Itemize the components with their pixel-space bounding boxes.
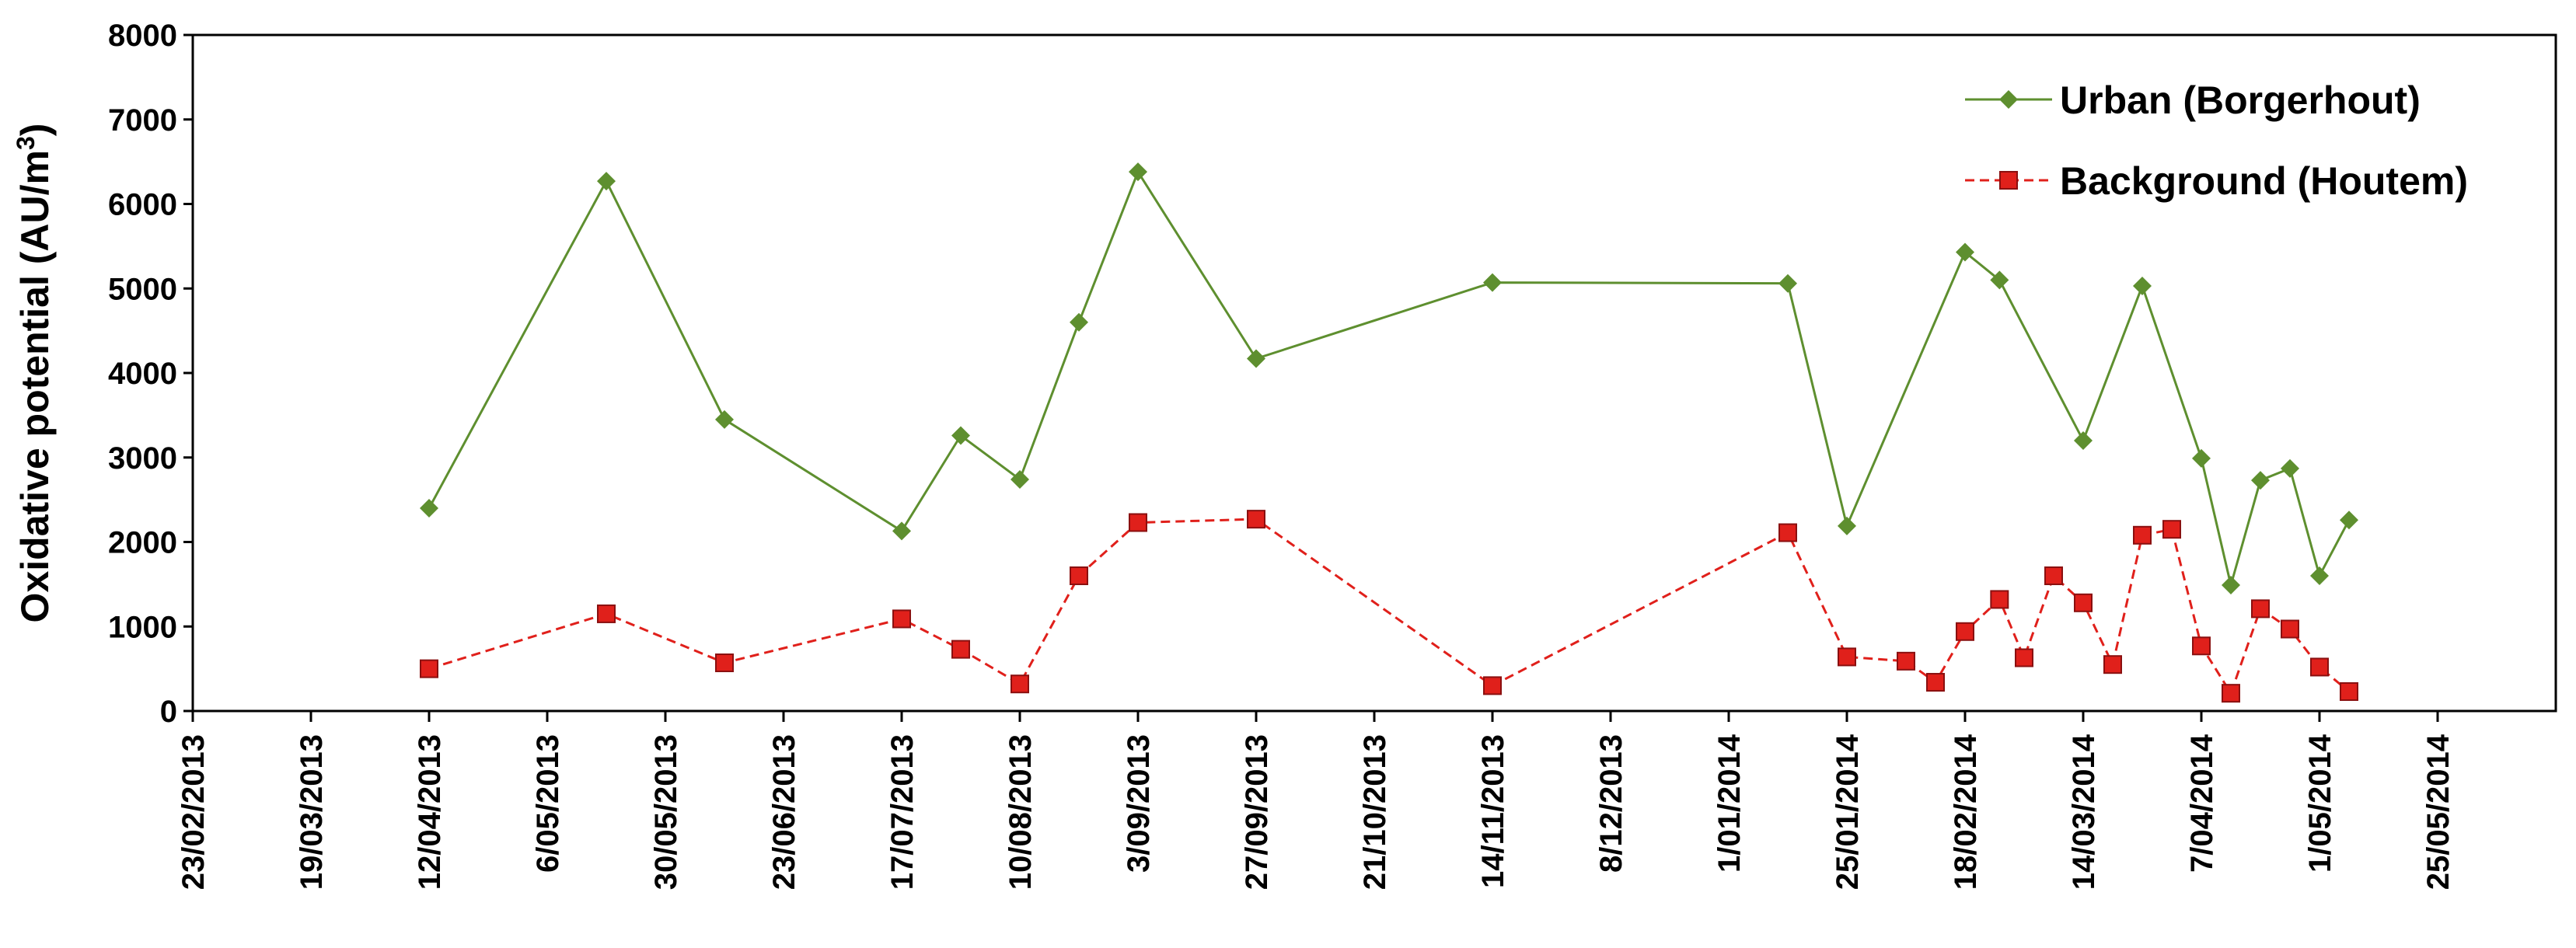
data-point-urban	[951, 426, 970, 445]
x-tick-label: 23/02/2013	[176, 734, 211, 890]
data-point-urban	[1011, 470, 1029, 490]
x-tick-label: 1/01/2014	[1712, 734, 1747, 873]
y-tick-label: 1000	[108, 610, 177, 644]
data-point-background	[2281, 619, 2299, 639]
data-point-urban	[597, 172, 616, 191]
x-tick-label: 25/01/2014	[1831, 734, 1865, 890]
data-point-urban	[1483, 273, 1502, 292]
x-tick-label: 14/11/2013	[1476, 734, 1510, 888]
y-tick-label: 2000	[108, 526, 177, 560]
data-point-urban	[1956, 242, 1974, 262]
data-point-background	[1483, 676, 1502, 695]
y-axis-label: Oxidative potential (AU/m3)	[12, 124, 57, 623]
data-point-background	[892, 609, 911, 629]
data-point-background	[1956, 622, 1974, 641]
x-tick-label: 8/12/2013	[1594, 734, 1628, 873]
data-point-background	[2103, 655, 2122, 674]
legend-marker-urban	[1999, 90, 2018, 109]
data-point-background	[1129, 513, 1147, 532]
data-point-urban	[1070, 312, 1088, 332]
data-point-background	[2074, 593, 2093, 612]
data-point-urban	[2281, 458, 2299, 478]
data-point-urban	[2340, 511, 2358, 530]
data-point-urban	[1247, 349, 1265, 368]
data-point-background	[1247, 510, 1265, 529]
x-tick-label: 27/09/2013	[1240, 734, 1274, 890]
x-tick-label: 25/05/2014	[2421, 734, 2456, 890]
x-tick-label: 7/04/2014	[2185, 734, 2219, 873]
x-tick-label: 30/05/2013	[649, 734, 683, 890]
plot-area	[191, 33, 2557, 713]
data-point-background	[2192, 636, 2211, 656]
data-point-background	[1926, 673, 1945, 692]
data-point-urban	[1990, 270, 2009, 290]
x-axis: 23/02/2013 19/03/2013 12/04/2013 6/05/2013 3…	[176, 711, 2456, 890]
y-tick-label: 8000	[108, 19, 177, 53]
series-line-background	[428, 518, 2350, 696]
data-point-background	[2251, 599, 2270, 619]
data-point-urban	[1778, 274, 1797, 293]
data-point-background	[951, 640, 970, 659]
legend-label-background: Background (Houtem)	[2060, 159, 2468, 203]
data-point-urban	[1838, 516, 1856, 535]
data-point-background	[2133, 525, 2152, 545]
data-point-background	[2340, 681, 2358, 701]
x-tick-label: 3/09/2013	[1122, 734, 1156, 873]
data-point-background	[2222, 684, 2240, 703]
data-point-background	[2162, 520, 2181, 539]
y-tick-label: 7000	[108, 103, 177, 138]
y-axis: 0 1000 2000 3000 4000 5000 6000 7000 8000	[108, 19, 193, 729]
legend-label-urban: Urban (Borgerhout)	[2060, 78, 2421, 122]
data-point-background	[1897, 651, 1915, 671]
y-axis-label-superscript: 3	[12, 136, 40, 150]
y-axis-label-suffix: )	[13, 124, 57, 137]
series-line-urban	[428, 169, 2351, 586]
data-point-background	[1778, 523, 1797, 542]
data-point-urban	[2133, 276, 2152, 295]
data-point-background	[715, 653, 734, 673]
y-tick-label: 5000	[108, 272, 177, 306]
y-tick-label: 0	[160, 695, 177, 729]
y-axis-label-main: Oxidative potential (AU/m	[13, 150, 57, 622]
x-tick-label: 12/04/2013	[413, 734, 447, 890]
data-point-urban	[420, 499, 438, 518]
data-point-urban	[2192, 448, 2211, 468]
y-tick-label: 6000	[108, 188, 177, 222]
x-tick-label: 21/10/2013	[1358, 734, 1392, 890]
x-tick-label: 1/05/2014	[2303, 734, 2337, 873]
data-point-urban	[2222, 575, 2240, 594]
data-point-urban	[1129, 162, 1147, 182]
data-point-background	[1070, 566, 1088, 585]
legend-entry-background: Background (Houtem)	[1965, 159, 2468, 203]
data-point-urban	[2251, 471, 2270, 490]
x-tick-label: 6/05/2013	[531, 734, 565, 873]
y-tick-label: 4000	[108, 357, 177, 391]
data-point-urban	[2310, 566, 2329, 585]
data-point-background	[2044, 566, 2063, 585]
data-point-background	[1838, 647, 1856, 667]
series-layer	[420, 162, 2358, 703]
y-tick-label: 3000	[108, 441, 177, 476]
data-point-urban	[892, 521, 911, 541]
data-point-background	[2015, 648, 2033, 667]
data-point-background	[2310, 657, 2329, 677]
data-point-background	[420, 659, 438, 678]
legend-entry-urban: Urban (Borgerhout)	[1965, 78, 2421, 122]
x-tick-label: 17/07/2013	[885, 734, 920, 890]
x-tick-label: 14/03/2014	[2067, 734, 2101, 890]
data-point-urban	[715, 410, 734, 429]
x-tick-label: 23/06/2013	[767, 734, 801, 890]
data-point-background	[1990, 590, 2009, 609]
data-point-urban	[2074, 431, 2093, 450]
x-tick-label: 18/02/2014	[1949, 734, 1983, 890]
x-tick-label: 10/08/2013	[1004, 734, 1038, 890]
legend: Urban (Borgerhout) Background (Houtem)	[1965, 78, 2468, 203]
x-tick-label: 19/03/2013	[295, 734, 329, 890]
data-point-background	[597, 604, 616, 623]
legend-marker-background	[1999, 171, 2018, 190]
data-point-background	[1011, 674, 1029, 694]
